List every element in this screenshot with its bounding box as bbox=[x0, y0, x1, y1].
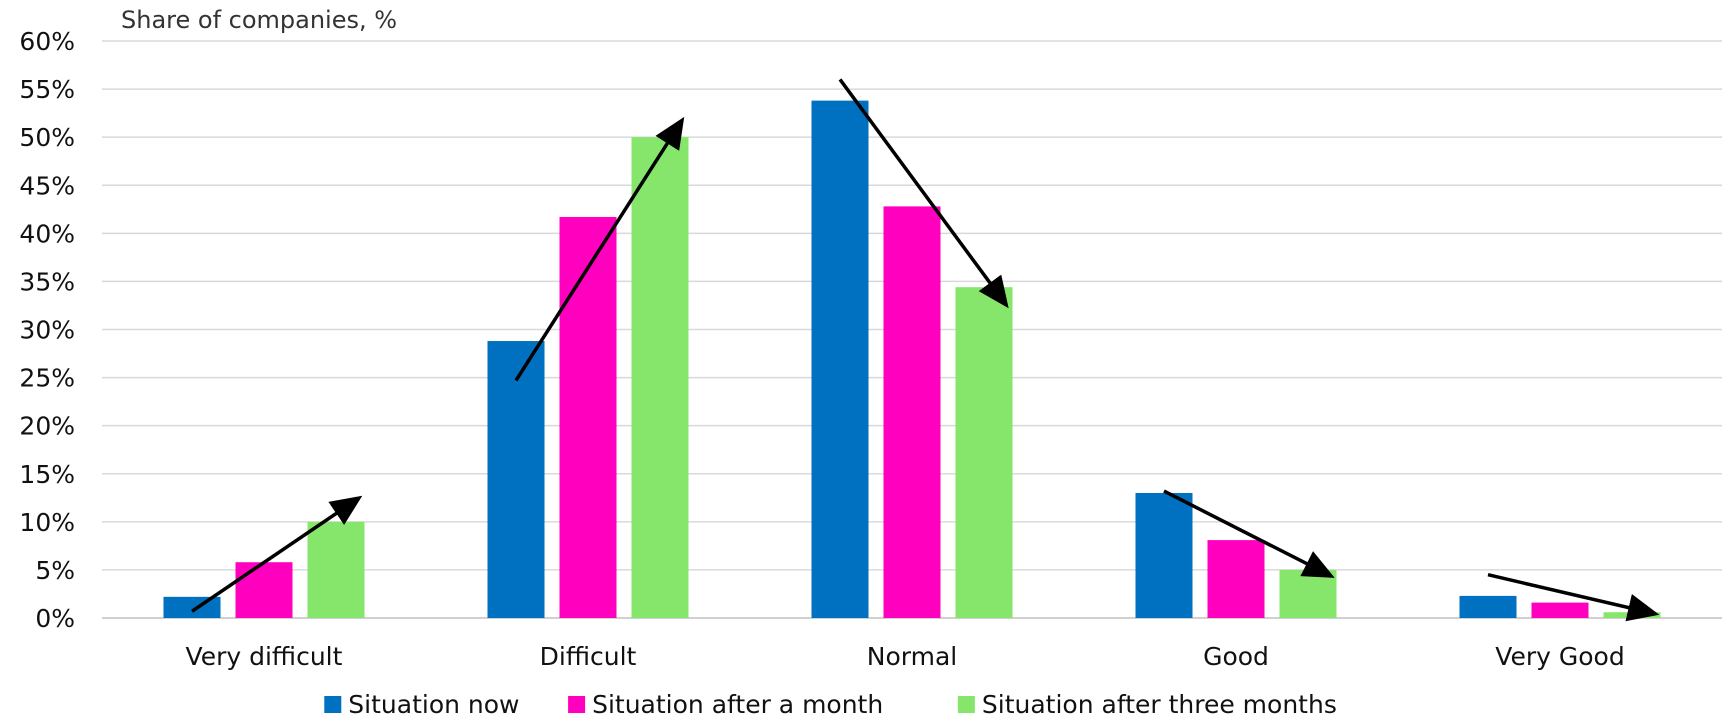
legend-label: Situation after three months bbox=[982, 690, 1337, 719]
y-tick-label: 5% bbox=[35, 556, 75, 585]
y-tick-label: 45% bbox=[19, 171, 75, 200]
y-tick-label: 0% bbox=[35, 604, 75, 633]
category-label: Very Good bbox=[1495, 642, 1624, 671]
bar bbox=[307, 521, 365, 618]
y-axis-label: Share of companies, % bbox=[121, 6, 397, 34]
y-tick-label: 60% bbox=[19, 27, 75, 56]
bar bbox=[163, 596, 221, 618]
legend-label: Situation now bbox=[348, 690, 519, 719]
bar bbox=[811, 100, 869, 618]
bar bbox=[1207, 540, 1265, 618]
trend-arrow bbox=[838, 78, 1009, 309]
legend-swatch bbox=[568, 696, 586, 713]
y-tick-label: 55% bbox=[19, 75, 75, 104]
trend-arrow bbox=[191, 495, 363, 613]
bar bbox=[955, 287, 1013, 618]
category-labels: Very difficult Difficult Normal Good Very Go… bbox=[186, 642, 1625, 671]
bar bbox=[1531, 602, 1589, 618]
bar bbox=[487, 341, 545, 618]
y-tick-label: 40% bbox=[19, 219, 75, 248]
bar bbox=[1459, 595, 1517, 618]
legend-label: Situation after a month bbox=[592, 690, 883, 719]
y-tick-label: 35% bbox=[19, 267, 75, 296]
bar bbox=[1279, 569, 1337, 618]
legend-swatch bbox=[324, 696, 342, 713]
bar bbox=[559, 216, 617, 619]
bar bbox=[631, 137, 689, 618]
trend-arrow bbox=[514, 116, 685, 382]
trend-arrows bbox=[191, 78, 1660, 622]
trend-arrow bbox=[1487, 573, 1660, 622]
bar bbox=[1135, 492, 1193, 618]
y-tick-labels: 0% 5% 10% 15% 20% 25% 30% 35% 40% 45% 50% 55% 60% bbox=[19, 27, 75, 633]
bars bbox=[163, 100, 1661, 619]
y-tick-label: 15% bbox=[19, 460, 75, 489]
bar bbox=[235, 562, 293, 618]
legend-swatch bbox=[957, 696, 975, 713]
y-tick-label: 30% bbox=[19, 316, 75, 345]
bar bbox=[883, 206, 941, 618]
legend: Situation now Situation after a month Situ… bbox=[324, 690, 1337, 719]
trend-arrow bbox=[1163, 489, 1335, 578]
y-tick-label: 50% bbox=[19, 123, 75, 152]
category-label: Difficult bbox=[540, 642, 637, 671]
category-label: Very difficult bbox=[186, 642, 343, 671]
category-label: Normal bbox=[867, 642, 957, 671]
category-label: Good bbox=[1203, 642, 1269, 671]
y-tick-label: 25% bbox=[19, 364, 75, 393]
y-tick-label: 10% bbox=[19, 508, 75, 537]
y-tick-label: 20% bbox=[19, 412, 75, 441]
